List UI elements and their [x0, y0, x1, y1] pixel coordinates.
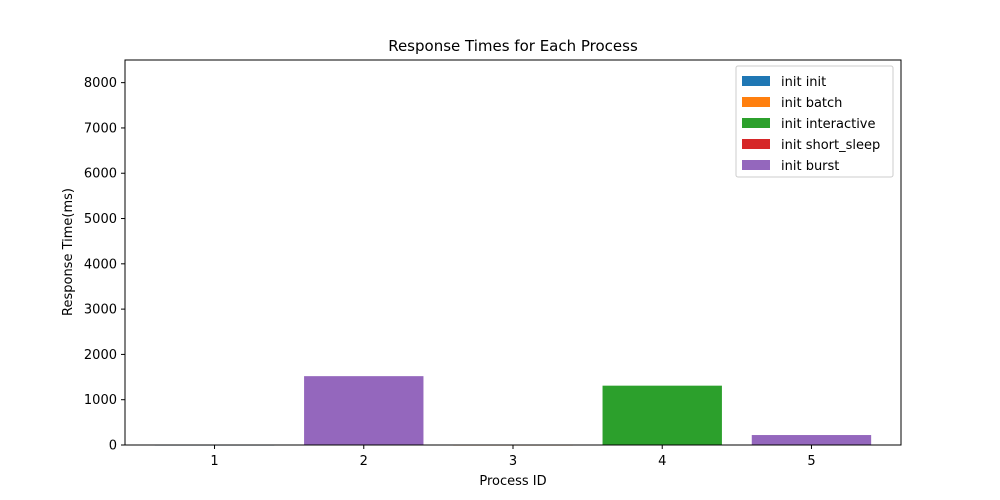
y-tick-label: 8000	[84, 76, 117, 91]
y-tick-label: 4000	[84, 257, 117, 272]
x-tick-label: 4	[658, 454, 666, 469]
y-tick-label: 2000	[84, 348, 117, 363]
x-tick-label: 3	[509, 454, 517, 469]
legend-swatch	[742, 139, 770, 149]
bar-init-interactive-4	[602, 385, 722, 445]
chart-title: Response Times for Each Process	[388, 37, 638, 55]
y-axis-label: Response Time(ms)	[61, 188, 76, 316]
y-tick-label: 5000	[84, 212, 117, 227]
legend-label: init short_sleep	[781, 138, 880, 153]
y-tick-label: 7000	[84, 121, 117, 136]
bar-init-burst-2	[304, 376, 424, 445]
x-tick-label: 1	[210, 454, 218, 469]
y-tick-label: 3000	[84, 303, 117, 318]
legend: init init init batch init interactive init …	[735, 65, 894, 178]
legend-box	[735, 65, 894, 178]
legend-swatch	[742, 160, 770, 170]
bar-init-burst-5	[751, 435, 872, 445]
plot-area	[154, 376, 872, 446]
y-tick-label: 1000	[84, 393, 117, 408]
y-tick-label: 6000	[84, 167, 117, 182]
x-tick-label: 2	[360, 454, 368, 469]
y-axis: 0 1000 2000 3000 4000 5000 6000 7000 8000	[84, 76, 125, 454]
legend-swatch	[742, 97, 770, 107]
x-tick-label: 5	[807, 454, 815, 469]
legend-swatch	[742, 76, 770, 86]
legend-label: init interactive	[781, 117, 876, 132]
legend-label: init burst	[781, 159, 839, 174]
legend-swatch	[742, 118, 770, 128]
legend-label: init batch	[781, 96, 842, 111]
x-axis-label: Process ID	[479, 474, 546, 489]
y-tick-label: 0	[109, 439, 117, 454]
x-axis: 1 2 3 4 5	[210, 445, 816, 469]
legend-label: init init	[781, 75, 826, 90]
